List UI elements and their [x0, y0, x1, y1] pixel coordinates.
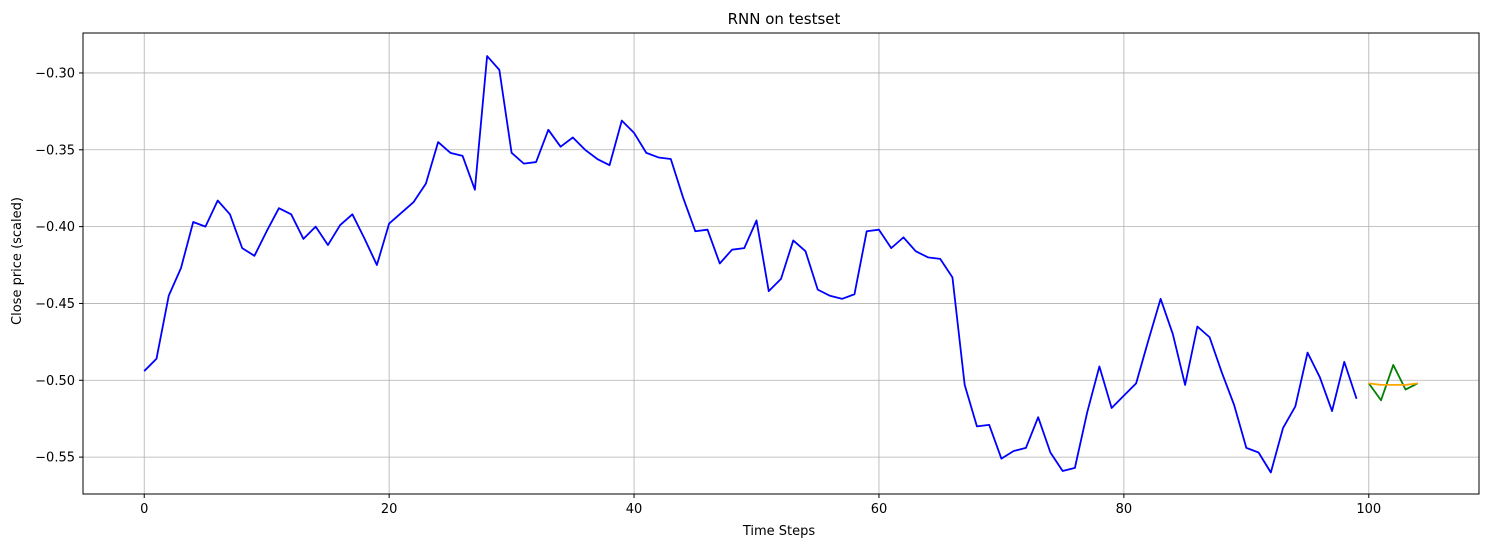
- y-tick-label: −0.50: [35, 374, 75, 389]
- x-tick-label: 100: [1356, 502, 1381, 517]
- x-axis-label: Time Steps: [742, 524, 816, 539]
- y-tick-label: −0.55: [35, 451, 75, 466]
- series-line-1: [1368, 364, 1419, 402]
- y-tick-label: −0.30: [35, 66, 75, 81]
- x-tick-label: 80: [1116, 502, 1133, 517]
- x-tick-label: 0: [140, 502, 148, 517]
- x-tick-label: 60: [871, 502, 888, 517]
- y-axis-label: Close price (scaled): [10, 197, 25, 325]
- ticks: 0 20 40 60 80 100 −0.55 −0.50 −0.45 −0.40 −0.35 −0.…: [35, 66, 1381, 517]
- series-layer: [143, 55, 1419, 474]
- y-tick-label: −0.40: [35, 220, 75, 235]
- x-tick-label: 40: [626, 502, 643, 517]
- x-tick-label: 20: [381, 502, 398, 517]
- series-line-0: [143, 55, 1358, 474]
- chart-title: RNN on testset: [728, 10, 841, 28]
- y-tick-label: −0.45: [35, 297, 75, 312]
- series-line-2: [1368, 382, 1418, 386]
- grid: [83, 33, 1479, 494]
- y-tick-label: −0.35: [35, 143, 75, 158]
- plot-frame: [82, 32, 1480, 495]
